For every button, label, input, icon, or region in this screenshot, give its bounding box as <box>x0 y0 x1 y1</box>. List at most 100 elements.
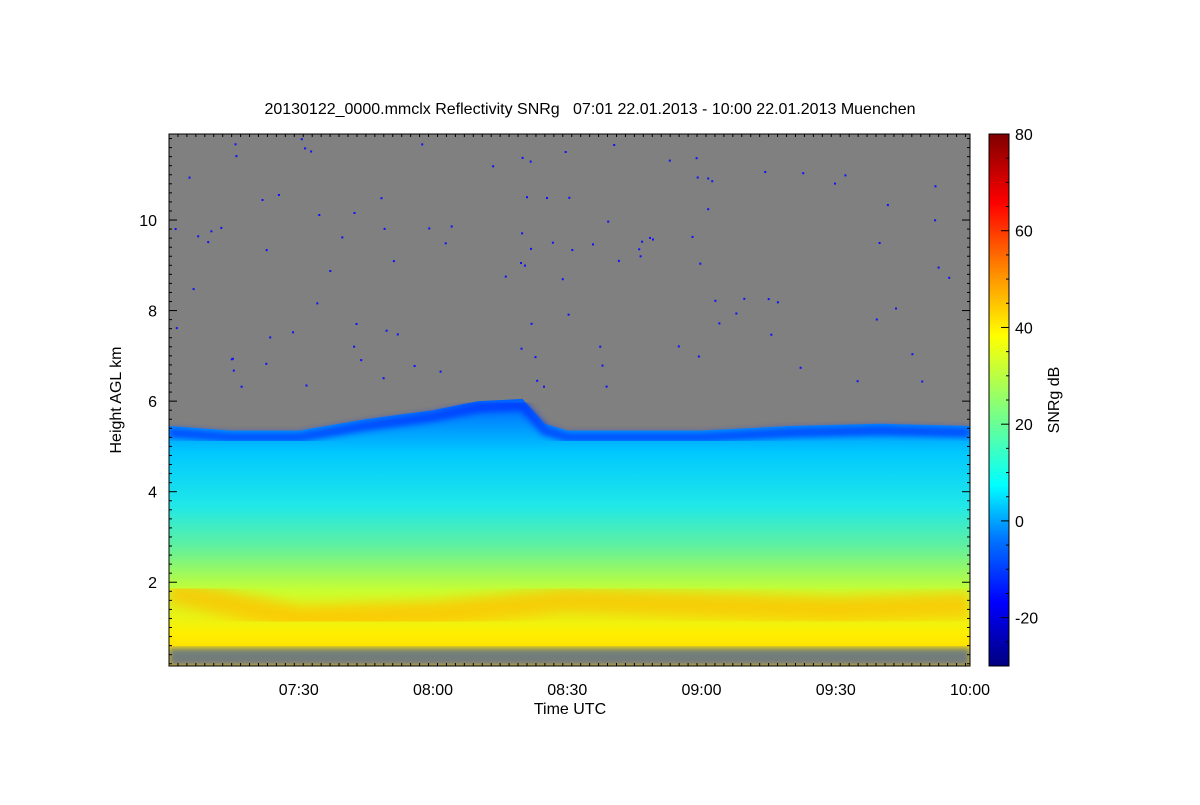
max-reflectivity-layer <box>169 578 970 632</box>
noise-speckle <box>735 312 738 315</box>
noise-speckle <box>504 275 507 278</box>
noise-speckle <box>310 150 313 153</box>
x-tick-label: 10:00 <box>950 682 990 699</box>
colorbar-tick-label: 20 <box>1015 417 1033 434</box>
noise-speckle <box>546 197 548 199</box>
noise-speckle <box>520 262 522 264</box>
noise-speckle <box>530 322 533 325</box>
noise-speckle <box>421 143 424 146</box>
noise-speckle <box>605 385 608 388</box>
noise-speckle <box>551 241 554 244</box>
noise-speckle <box>691 235 694 238</box>
noise-speckle <box>601 364 604 367</box>
noise-speckle <box>231 357 234 360</box>
noise-speckle <box>921 380 924 383</box>
noise-speckle <box>764 171 767 173</box>
noise-speckle <box>697 355 700 358</box>
noise-speckle <box>934 185 937 188</box>
noise-speckle <box>304 147 307 150</box>
noise-speckle <box>714 299 717 302</box>
colorbar-tick-label: 40 <box>1015 320 1033 337</box>
noise-speckle <box>524 264 526 267</box>
noise-speckle <box>599 345 602 348</box>
noise-speckle <box>265 362 268 365</box>
noise-speckle <box>428 227 431 230</box>
noise-speckle <box>617 259 620 262</box>
noise-speckle <box>521 156 524 159</box>
noise-speckle <box>413 365 416 367</box>
noise-speckle <box>767 298 770 301</box>
plot-frame <box>168 133 971 667</box>
noise-speckle <box>937 266 940 269</box>
x-tick-label: 09:30 <box>816 682 856 699</box>
y-tick-label: 2 <box>148 575 157 592</box>
noise-speckle <box>521 232 524 235</box>
y-tick-label: 8 <box>148 304 157 321</box>
noise-speckle <box>450 225 453 228</box>
y-axis: 2 4 6 8 10 <box>139 138 970 665</box>
noise-speckles <box>174 138 951 388</box>
noise-speckle <box>895 307 897 310</box>
noise-speckle <box>210 230 213 233</box>
x-tick-label: 07:30 <box>279 682 319 699</box>
noise-speckle <box>568 196 571 199</box>
noise-speckle <box>639 255 642 258</box>
noise-speckle <box>300 138 303 141</box>
noise-speckle <box>886 204 889 207</box>
noise-speckle <box>292 331 294 334</box>
colorbar-tick-label: 0 <box>1015 514 1024 531</box>
noise-speckle <box>329 270 332 272</box>
x-axis: 07:30 08:00 08:30 09:00 09:30 10:00 <box>168 134 990 699</box>
noise-speckle <box>396 333 399 336</box>
noise-speckle <box>911 353 914 356</box>
noise-speckle <box>607 220 610 223</box>
noise-speckle <box>174 228 177 230</box>
noise-speckle <box>638 248 641 251</box>
y-tick-label: 4 <box>148 485 157 502</box>
noise-speckle <box>530 247 532 250</box>
noise-speckle <box>277 194 280 196</box>
chart-title: 20130122_0000.mmclx Reflectivity SNRg 07… <box>264 101 915 118</box>
x-tick-label: 09:00 <box>681 682 721 699</box>
noise-speckle <box>341 236 344 239</box>
noise-speckle <box>235 155 238 158</box>
y-tick-label: 6 <box>148 394 157 411</box>
y-tick-label: 10 <box>139 213 157 230</box>
noise-speckle <box>695 157 698 160</box>
noise-speckle <box>856 380 859 383</box>
noise-speckle <box>529 160 532 163</box>
noise-speckle <box>699 262 702 265</box>
noise-speckle <box>592 243 594 246</box>
noise-speckle <box>175 327 178 330</box>
noise-speckle <box>383 227 386 230</box>
noise-speckle <box>776 301 779 304</box>
noise-speckle <box>536 379 539 382</box>
noise-speckle <box>799 366 802 369</box>
noise-speckle <box>526 196 528 199</box>
noise-speckle <box>197 235 200 238</box>
echo-top-fringe <box>169 400 970 443</box>
noise-speckle <box>492 165 495 168</box>
noise-speckle <box>948 276 951 279</box>
noise-speckle <box>543 385 545 388</box>
noise-speckle <box>318 214 321 216</box>
colorbar-tick-label: 60 <box>1015 224 1033 241</box>
noise-speckle <box>232 369 235 372</box>
noise-speckle <box>878 242 881 244</box>
noise-speckle <box>316 302 319 305</box>
noise-speckle <box>269 336 272 339</box>
noise-speckle <box>234 143 237 146</box>
noise-speckle <box>353 212 356 214</box>
y-axis-label: Height AGL km <box>108 346 125 453</box>
noise-speckle <box>834 182 836 185</box>
x-axis-label: Time UTC <box>534 701 606 718</box>
x-tick-label: 08:30 <box>547 682 587 699</box>
noise-speckle <box>707 177 710 180</box>
noise-speckle <box>439 370 442 373</box>
colorbar-tick-label: -20 <box>1015 611 1038 628</box>
x-tick-label: 08:00 <box>413 682 453 699</box>
noise-speckle <box>265 249 268 252</box>
plot-area <box>169 134 970 666</box>
noise-speckle <box>534 356 537 359</box>
